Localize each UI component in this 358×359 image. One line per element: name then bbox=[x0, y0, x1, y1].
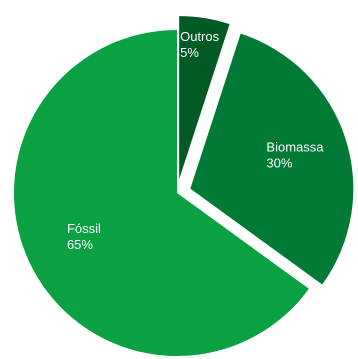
slice-value: 65% bbox=[67, 237, 93, 252]
slice-name: Biomassa bbox=[266, 139, 324, 154]
slice-label-biomassa: Biomassa 30% bbox=[266, 139, 324, 170]
pie-slice-outros bbox=[179, 16, 230, 180]
slice-name: Outros bbox=[180, 29, 220, 44]
pie-slice-f-ssil bbox=[14, 29, 309, 356]
pie-labels: Outros 5% Biomassa 30% Fóssil 65% bbox=[67, 29, 324, 252]
pie-slice-biomassa bbox=[190, 33, 354, 285]
pie-slices bbox=[14, 16, 354, 356]
slice-label-f-ssil: Fóssil 65% bbox=[67, 221, 101, 252]
slice-value: 30% bbox=[266, 155, 292, 170]
slice-label-outros: Outros 5% bbox=[180, 29, 220, 60]
slice-name: Fóssil bbox=[67, 221, 101, 236]
slice-value: 5% bbox=[180, 45, 199, 60]
